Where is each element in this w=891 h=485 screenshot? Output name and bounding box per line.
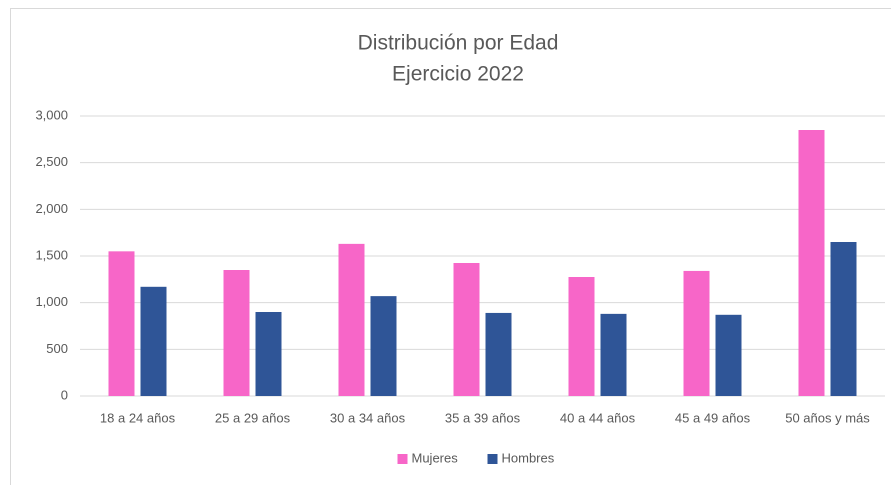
bar — [485, 312, 512, 396]
x-tick-label: 35 a 39 años — [445, 410, 521, 425]
bar — [108, 251, 135, 396]
chart-title: Distribución por Edad — [358, 32, 559, 55]
chart-frame — [10, 8, 891, 485]
bar — [453, 263, 480, 396]
x-tick-label: 40 a 44 años — [560, 410, 636, 425]
y-tick-label: 0 — [61, 387, 68, 402]
bar — [338, 243, 365, 396]
y-tick-label: 1,500 — [35, 247, 68, 262]
bar — [683, 270, 710, 396]
legend-swatch — [397, 454, 408, 464]
legend-label: Hombres — [502, 450, 555, 465]
x-tick-label: 30 a 34 años — [330, 410, 406, 425]
x-tick-label: 50 años y más — [785, 410, 870, 425]
y-tick-label: 500 — [46, 341, 68, 356]
bar — [255, 312, 282, 396]
bar — [600, 313, 627, 396]
legend-swatch — [487, 454, 498, 464]
x-tick-label: 25 a 29 años — [215, 410, 291, 425]
bar — [223, 270, 250, 396]
bar — [798, 130, 825, 396]
y-tick-label: 1,000 — [35, 294, 68, 309]
bar — [715, 314, 742, 396]
x-tick-label: 45 a 49 años — [675, 410, 751, 425]
x-tick-label: 18 a 24 años — [100, 410, 176, 425]
chart-subtitle: Ejercicio 2022 — [392, 63, 524, 86]
bar — [370, 296, 397, 396]
y-tick-label: 2,500 — [35, 154, 68, 169]
bar — [830, 242, 857, 396]
y-tick-label: 2,000 — [35, 201, 68, 216]
y-tick-label: 3,000 — [35, 107, 68, 122]
bar — [140, 286, 167, 396]
legend-label: Mujeres — [412, 450, 459, 465]
bar — [568, 277, 595, 396]
